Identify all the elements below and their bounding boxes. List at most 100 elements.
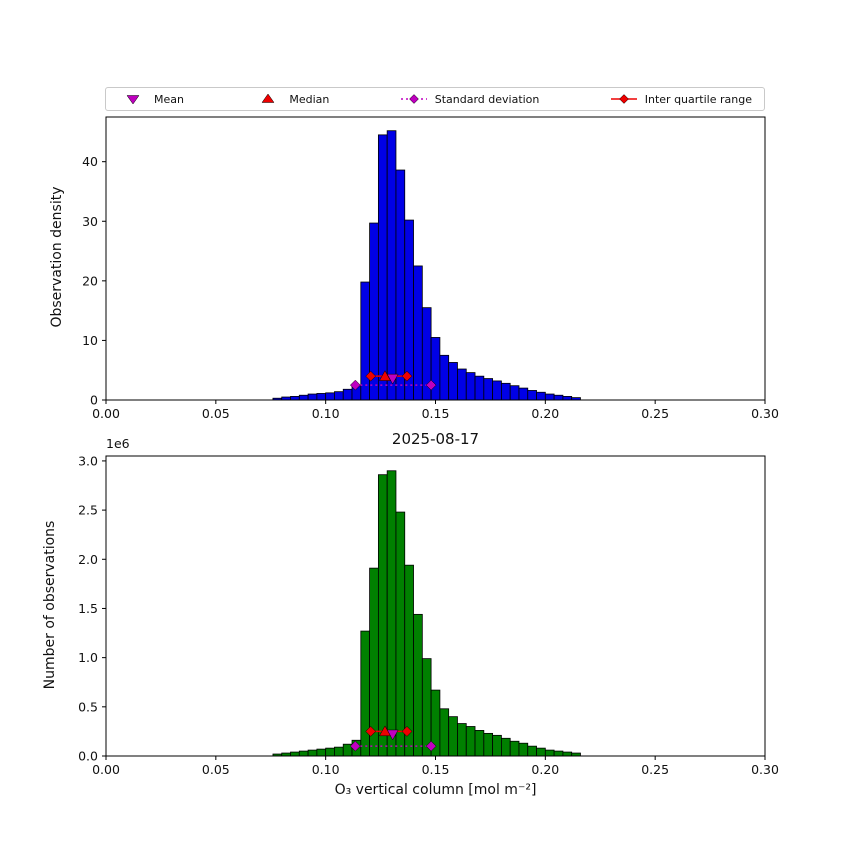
x-tick-label: 0.20 — [531, 406, 559, 421]
histogram-bar — [395, 511, 406, 757]
histogram-bar — [448, 362, 458, 401]
histogram-bar — [457, 368, 467, 401]
histogram-bar — [342, 388, 353, 401]
y-tick-label: 3.0 — [78, 453, 98, 468]
histogram-bar — [492, 734, 502, 757]
histogram-bar — [360, 630, 370, 757]
histogram-bar — [325, 392, 335, 401]
histogram-bar — [386, 130, 397, 401]
histogram-bar — [430, 337, 441, 401]
std-dev-diamond — [425, 740, 437, 752]
y-tick-label: 1.5 — [78, 601, 98, 616]
histogram-bar — [298, 394, 309, 401]
histogram-bar — [439, 708, 450, 757]
histogram-bar — [483, 378, 494, 401]
iqr-diamond — [401, 370, 413, 382]
histogram-bar — [509, 385, 520, 401]
histogram-bar — [334, 391, 344, 401]
std-dev-diamond — [425, 379, 437, 391]
histogram-bar — [492, 380, 502, 401]
histogram-bar — [316, 748, 327, 757]
histogram-bar — [334, 746, 344, 757]
y-tick-label: 20 — [82, 273, 98, 288]
x-tick-label: 0.25 — [641, 762, 669, 777]
triangle-down-glyph — [126, 95, 140, 105]
histogram-bar — [544, 749, 555, 757]
histogram-bar — [325, 747, 335, 757]
x-tick-label: 0.20 — [531, 762, 559, 777]
triangle-down-icon — [126, 95, 140, 105]
y-tick-label: 40 — [82, 154, 98, 169]
iqr-diamond — [365, 370, 377, 382]
histogram-bar — [536, 391, 546, 401]
histogram-bar — [500, 737, 511, 757]
x-tick-label: 0.10 — [312, 406, 340, 421]
legend-item: Inter quartile range — [609, 92, 752, 106]
y-axis-label-bottom: Number of observations — [42, 520, 58, 690]
histogram-bar — [413, 613, 423, 757]
median-marker — [379, 725, 391, 737]
x-axis-label: O₃ vertical column [mol m⁻²] — [334, 782, 537, 798]
histogram-bar — [377, 474, 388, 757]
histogram-bar — [298, 750, 309, 757]
histogram-bar — [413, 265, 423, 401]
x-tick-label: 0.30 — [751, 762, 779, 777]
histogram-bar — [527, 745, 537, 757]
histogram-bar — [562, 396, 573, 401]
triangle-up-glyph — [261, 93, 275, 103]
histogram-bar — [448, 716, 458, 757]
legend-label: Median — [289, 92, 330, 106]
histogram-bar — [553, 750, 564, 757]
x-tick-label: 0.10 — [312, 762, 340, 777]
x-tick-label: 0.15 — [422, 406, 450, 421]
histogram-bar — [360, 281, 370, 401]
x-tick-label: 0.05 — [202, 406, 230, 421]
diamond-icon — [610, 94, 637, 104]
y-tick-label: 10 — [82, 333, 98, 348]
histogram-bar — [474, 730, 485, 757]
y-tick-label: 30 — [82, 214, 98, 229]
y-axis-offset-label: 1e6 — [106, 436, 130, 451]
histogram-bar — [474, 375, 485, 401]
histogram-bar — [553, 394, 564, 401]
histogram-bar — [483, 732, 494, 757]
plot-title: 2025-08-17 — [391, 430, 480, 448]
x-tick-label: 0.30 — [751, 406, 779, 421]
legend-item: Mean — [118, 92, 184, 106]
histogram-bar — [509, 740, 520, 757]
histogram-bar — [500, 382, 511, 401]
histogram-bar — [290, 396, 300, 401]
legend-label: Standard deviation — [434, 92, 540, 106]
legend-item: Standard deviation — [399, 92, 540, 106]
histogram-bar — [290, 751, 300, 757]
y-tick-label: 0 — [90, 393, 98, 408]
histogram-bar — [518, 387, 529, 401]
histogram-bar — [562, 751, 573, 757]
y-tick-label: 2.5 — [78, 503, 98, 518]
histogram-bar — [465, 372, 476, 401]
triangle-up-icon — [261, 93, 275, 103]
histogram-bar — [307, 393, 318, 401]
std-dev-diamond — [349, 379, 361, 391]
histogram-bar — [386, 470, 397, 757]
histogram-bar — [465, 726, 476, 757]
y-tick-label: 2.0 — [78, 552, 98, 567]
x-tick-label: 0.00 — [92, 762, 120, 777]
y-tick-label: 1.0 — [78, 650, 98, 665]
diamond-glyph — [408, 94, 419, 104]
histogram-bar — [395, 169, 406, 401]
y-axis-label-top: Observation density — [49, 186, 65, 328]
y-tick-label: 0.5 — [78, 699, 98, 714]
histogram-bar — [527, 390, 537, 401]
x-tick-label: 0.05 — [202, 762, 230, 777]
iqr-diamond — [365, 726, 377, 737]
legend-label: Mean — [154, 92, 184, 106]
histogram-bar — [377, 134, 388, 401]
median-marker — [379, 370, 391, 381]
std-dev-diamond — [349, 740, 361, 752]
x-tick-label: 0.25 — [641, 406, 669, 421]
legend-label: Inter quartile range — [644, 92, 752, 106]
histogram-bar — [457, 723, 467, 757]
